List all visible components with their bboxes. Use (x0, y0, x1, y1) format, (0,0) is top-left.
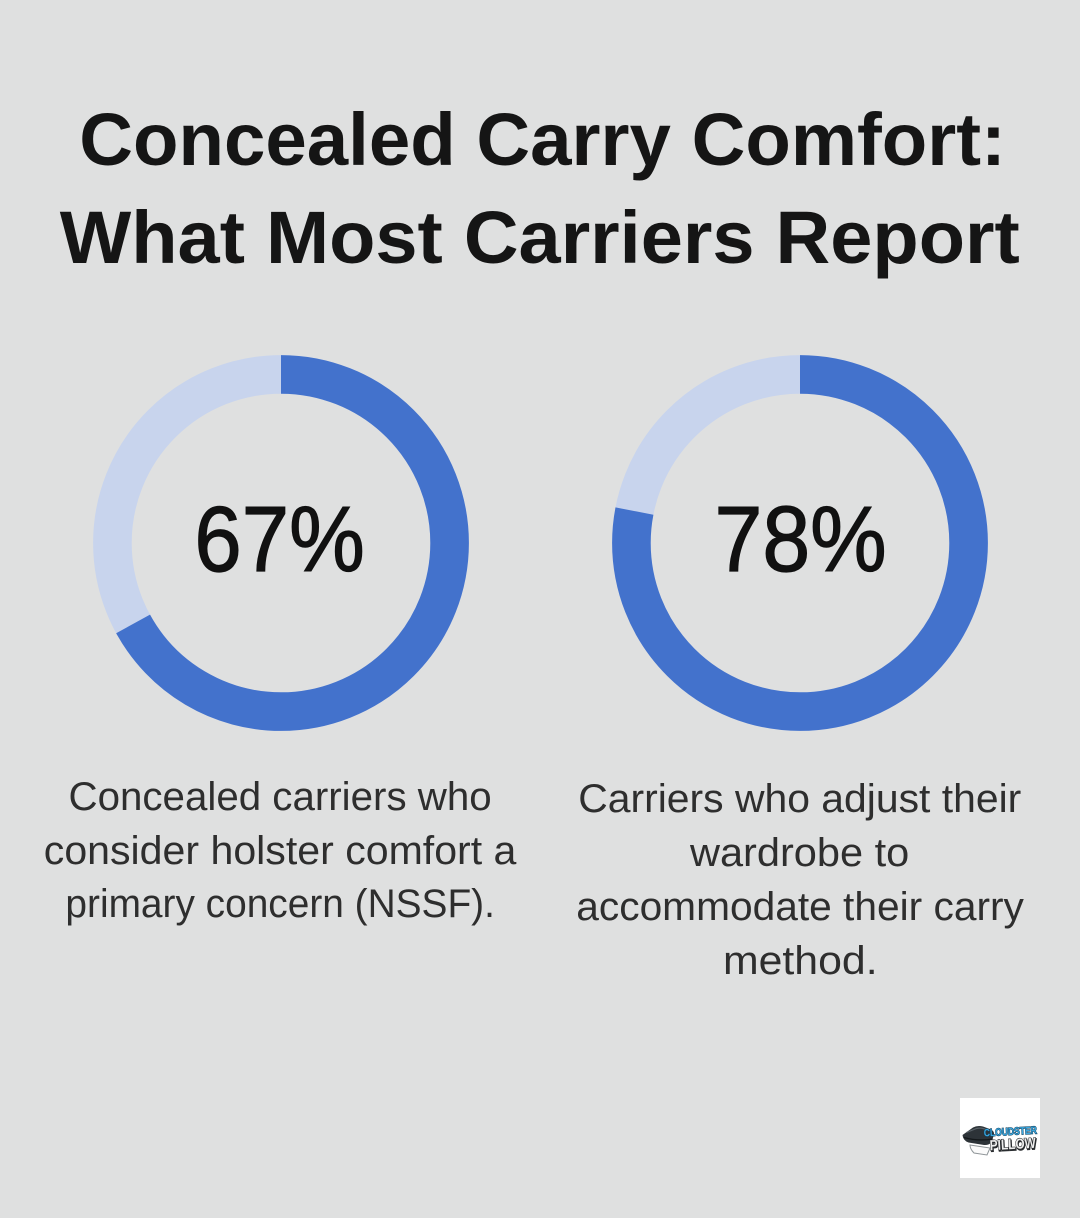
svg-text:PILLOW: PILLOW (990, 1137, 1037, 1155)
svg-text:CLOUDSTER: CLOUDSTER (984, 1125, 1038, 1140)
svg-text:PILLOW: PILLOW (989, 1136, 1036, 1154)
